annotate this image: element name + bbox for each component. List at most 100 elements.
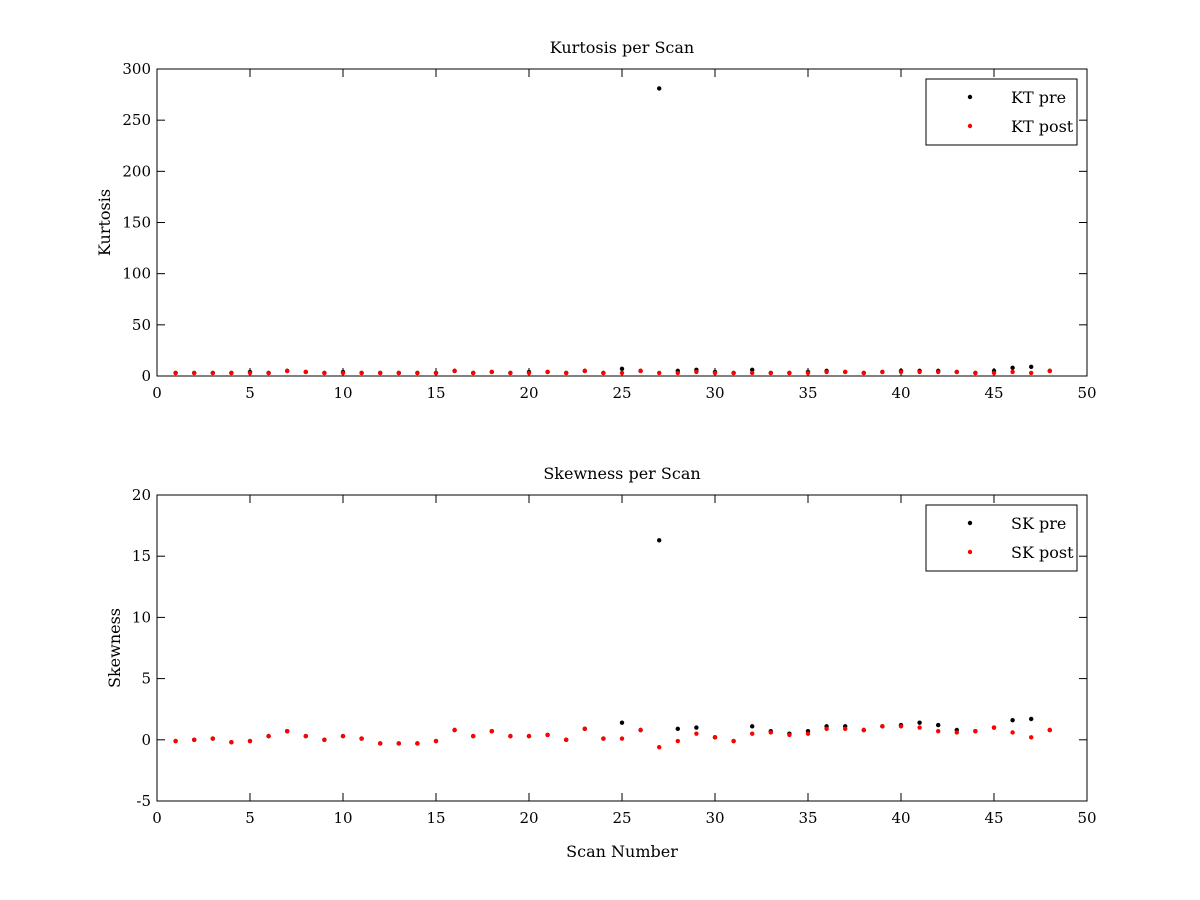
data-point [192, 737, 197, 742]
data-point [173, 370, 178, 376]
x-tick-label: 40 [891, 384, 910, 402]
y-tick-label: 20 [132, 486, 151, 504]
x-tick-label: 5 [245, 384, 255, 402]
data-point [340, 733, 346, 739]
data-point [675, 738, 680, 744]
data-point [303, 369, 308, 375]
data-point [731, 738, 736, 744]
data-point [303, 733, 308, 739]
x-tick-label: 50 [1077, 384, 1096, 402]
legend-marker [967, 549, 973, 555]
data-point [787, 370, 792, 376]
data-point [247, 370, 253, 376]
data-point [1029, 370, 1034, 376]
data-point [861, 370, 866, 376]
data-point [1010, 718, 1015, 723]
x-tick-label: 25 [612, 809, 631, 827]
series-1 [173, 724, 1053, 750]
data-point [694, 731, 699, 736]
data-point [545, 369, 550, 375]
data-point [880, 724, 885, 729]
x-tick-label: 30 [705, 384, 724, 402]
data-point [657, 744, 662, 750]
y-axis-label: Skewness [105, 608, 124, 688]
y-tick-label: 15 [132, 547, 151, 565]
data-point [712, 735, 718, 740]
x-tick-label: 15 [426, 809, 445, 827]
data-point [936, 722, 941, 728]
data-point [898, 369, 904, 375]
data-point [601, 370, 606, 376]
x-tick-label: 15 [426, 384, 445, 402]
y-tick-label: 50 [132, 316, 151, 334]
data-point [452, 368, 457, 374]
y-tick-label: -5 [136, 792, 151, 810]
data-point [861, 727, 866, 733]
data-point [322, 737, 327, 742]
data-point [359, 736, 364, 741]
y-tick-label: 200 [122, 162, 151, 180]
data-point [322, 370, 327, 376]
legend-marker [967, 123, 973, 129]
data-point [954, 369, 959, 375]
data-point [824, 726, 829, 731]
x-tick-label: 25 [612, 384, 631, 402]
data-point [210, 736, 215, 741]
data-point [452, 727, 457, 733]
data-point [973, 370, 978, 376]
legend-box [925, 504, 1078, 572]
x-tick-label: 45 [984, 384, 1003, 402]
data-point [471, 733, 476, 739]
data-point [619, 370, 625, 376]
y-tick-label: 5 [141, 670, 151, 688]
x-tick-label: 10 [333, 384, 352, 402]
data-point [675, 726, 680, 731]
x-tick-label: 0 [152, 809, 162, 827]
x-tick-label: 30 [705, 809, 724, 827]
data-point [731, 370, 736, 376]
data-point [545, 732, 550, 738]
legend-label: SK pre [1011, 514, 1066, 533]
data-point [173, 738, 178, 744]
data-point [657, 370, 662, 376]
x-tick-label: 50 [1077, 809, 1096, 827]
data-point [582, 368, 587, 374]
kurtosis-panel: 0 5 10 15 20 25 30 35 40 45 50 0 50 100 150 200 250 300 Ku… [95, 38, 1097, 402]
data-point [192, 370, 197, 376]
legend-marker [967, 94, 973, 100]
legend-box [925, 78, 1078, 146]
data-point [750, 367, 755, 373]
data-point [638, 727, 643, 733]
data-point [936, 369, 941, 375]
data-point [917, 369, 922, 375]
data-point [898, 724, 904, 729]
data-point [601, 736, 606, 741]
data-point [564, 370, 569, 376]
x-tick-label: 40 [891, 809, 910, 827]
data-point [824, 369, 829, 375]
data-point [378, 370, 383, 376]
data-point [210, 370, 215, 376]
data-point [805, 370, 811, 376]
x-tick-label: 45 [984, 809, 1003, 827]
data-point [229, 740, 234, 745]
data-point [973, 729, 978, 734]
data-point [415, 370, 420, 376]
y-tick-label: 10 [132, 608, 151, 626]
data-point [694, 369, 699, 375]
data-point [694, 725, 699, 730]
y-tick-label: 0 [141, 731, 151, 749]
y-tick-label: 300 [122, 60, 151, 78]
legend-label: KT post [1011, 117, 1074, 136]
data-point [266, 370, 271, 376]
data-point [619, 736, 625, 741]
data-point [750, 724, 755, 729]
data-point [489, 369, 494, 375]
legend-label: KT pre [1011, 88, 1066, 107]
data-point [433, 370, 439, 376]
y-axis-label: Kurtosis [95, 189, 114, 256]
data-point [880, 369, 885, 375]
y-tick-label: 0 [141, 367, 151, 385]
